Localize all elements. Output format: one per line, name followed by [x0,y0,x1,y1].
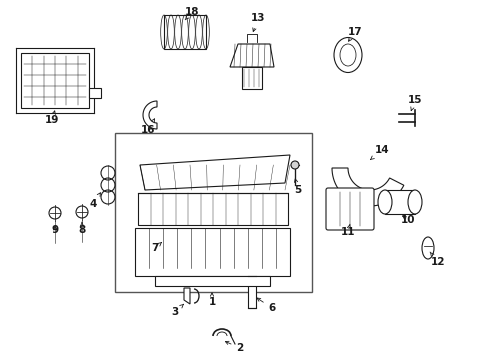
Bar [248,276,256,308]
Polygon shape [332,168,404,206]
Bar [385,190,415,214]
FancyBboxPatch shape [21,53,89,108]
Text: 3: 3 [172,304,184,317]
Ellipse shape [408,190,422,214]
FancyBboxPatch shape [326,188,374,230]
Text: 17: 17 [348,27,362,41]
Ellipse shape [168,15,174,49]
Text: 13: 13 [251,13,265,32]
Ellipse shape [182,15,188,49]
Text: 9: 9 [51,225,59,235]
Polygon shape [89,88,101,98]
Ellipse shape [189,15,196,49]
Ellipse shape [291,161,299,169]
Bar [115,133,312,292]
Text: 7: 7 [151,242,162,253]
Polygon shape [143,101,157,129]
Polygon shape [230,44,274,67]
Text: 12: 12 [430,252,445,267]
Ellipse shape [334,37,362,72]
Bar [138,193,288,225]
Bar [242,67,262,89]
Ellipse shape [196,15,202,49]
Ellipse shape [378,190,392,214]
Text: 1: 1 [208,293,216,307]
Text: 19: 19 [45,111,59,125]
Ellipse shape [161,15,167,49]
Text: 14: 14 [370,145,390,159]
Ellipse shape [175,15,181,49]
Text: 15: 15 [408,95,422,111]
Polygon shape [140,155,290,190]
Bar [135,228,290,276]
Text: 18: 18 [185,7,199,20]
Circle shape [76,206,88,218]
Ellipse shape [422,237,434,259]
Polygon shape [184,288,190,304]
Text: 4: 4 [89,193,100,209]
Text: 10: 10 [401,215,415,225]
Text: 2: 2 [225,341,244,353]
Ellipse shape [203,15,209,49]
Bar [164,15,206,49]
Text: 6: 6 [257,298,275,313]
Bar [155,276,270,286]
Text: 8: 8 [78,222,86,235]
Circle shape [49,207,61,219]
Ellipse shape [340,44,356,66]
Text: 5: 5 [294,179,302,195]
Text: 11: 11 [341,224,355,237]
Text: 16: 16 [141,119,155,135]
